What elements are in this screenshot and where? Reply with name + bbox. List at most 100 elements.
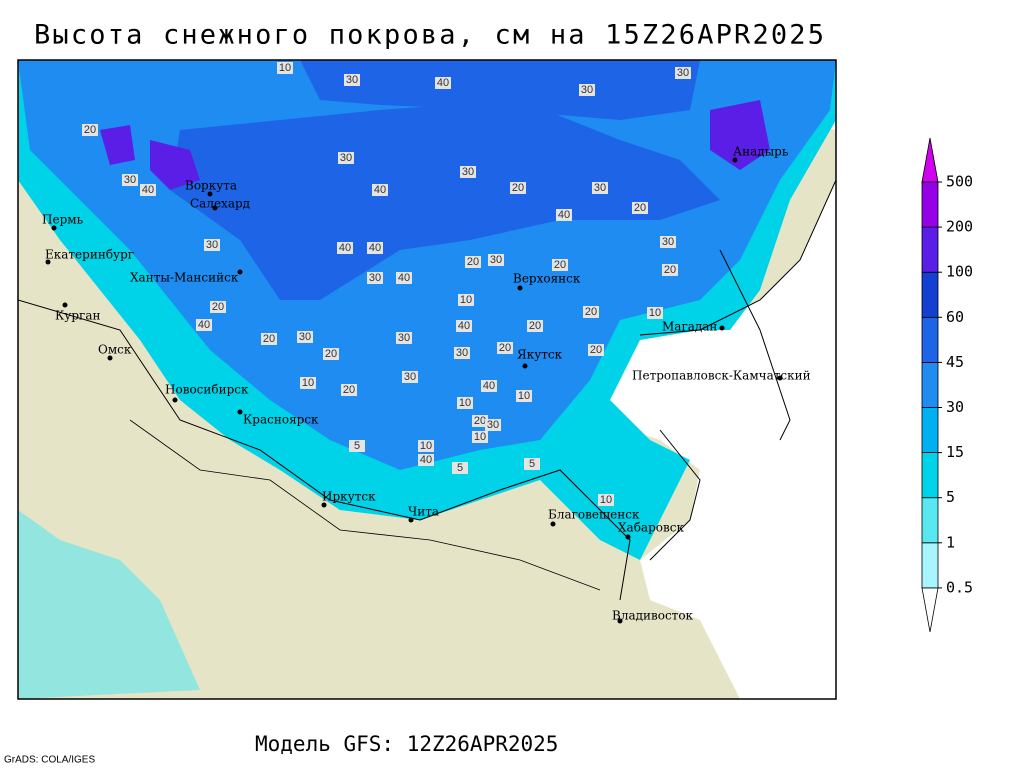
contour-label-box bbox=[367, 242, 383, 254]
contour-label-box bbox=[456, 320, 472, 332]
contour-label-box bbox=[472, 415, 488, 427]
colorbar-label: 200 bbox=[946, 218, 973, 236]
city-dot bbox=[51, 225, 57, 231]
city-dot bbox=[321, 502, 327, 508]
contour-label: 20 bbox=[212, 301, 224, 313]
contour-label-box bbox=[341, 384, 357, 396]
contour-label: 10 bbox=[459, 397, 471, 409]
city-label: Анадырь bbox=[733, 145, 789, 159]
contour-label-box bbox=[82, 124, 98, 136]
footer: Модель GFS: 12Z26APR2025 bbox=[255, 732, 558, 756]
city-label: Якутск bbox=[517, 348, 563, 362]
contour-label-box bbox=[662, 264, 678, 276]
city-label: Салехард bbox=[190, 197, 250, 211]
colorbar-label: 5 bbox=[946, 488, 955, 506]
contour-label: 20 bbox=[343, 384, 355, 396]
contour-label-box bbox=[556, 209, 572, 221]
city-label: Чита bbox=[408, 505, 439, 519]
contour-label-box bbox=[454, 347, 470, 359]
contour-label: 20 bbox=[634, 202, 646, 214]
contour-label-box bbox=[300, 377, 316, 389]
contour-label-box bbox=[592, 182, 608, 194]
contour-label: 20 bbox=[554, 259, 566, 271]
city-dot bbox=[550, 521, 556, 527]
city-label: Петропавловск-Камчатский bbox=[632, 369, 811, 383]
contour-label-box bbox=[396, 272, 412, 284]
contour-label-box bbox=[552, 259, 568, 271]
city-label: Воркута bbox=[185, 179, 237, 193]
contour-label-box bbox=[583, 306, 599, 318]
colorbar-segment bbox=[921, 137, 939, 183]
contour-label: 30 bbox=[404, 371, 416, 383]
city-dot bbox=[408, 517, 414, 523]
contour-label-box bbox=[396, 332, 412, 344]
contour-label: 30 bbox=[206, 239, 218, 251]
contour-label: 30 bbox=[662, 236, 674, 248]
contour-label-box bbox=[402, 371, 418, 383]
contour-label: 10 bbox=[600, 494, 612, 506]
contour-label-box bbox=[588, 344, 604, 356]
contour-label: 30 bbox=[462, 166, 474, 178]
city-label: Курган bbox=[55, 309, 100, 323]
contour-label: 10 bbox=[302, 377, 314, 389]
colorbar-label: 45 bbox=[946, 353, 964, 371]
contour-label: 40 bbox=[198, 319, 210, 331]
contour-label-box bbox=[372, 184, 388, 196]
map-frame bbox=[17, 59, 837, 700]
contour-label-box bbox=[418, 454, 434, 466]
contour-label-box bbox=[140, 184, 156, 196]
contour-label-box bbox=[598, 494, 614, 506]
colorbar-label: 60 bbox=[946, 308, 964, 326]
colorbar-label: 500 bbox=[946, 173, 973, 191]
city-label: Омск bbox=[98, 343, 132, 357]
colorbar-segment bbox=[921, 497, 939, 544]
contour-label: 10 bbox=[460, 294, 472, 306]
contour-label-box bbox=[337, 242, 353, 254]
contour-label: 30 bbox=[299, 331, 311, 343]
contour-label: 40 bbox=[398, 272, 410, 284]
colorbar-segment bbox=[921, 361, 939, 408]
contour-label: 30 bbox=[594, 182, 606, 194]
colorbar-label: 15 bbox=[946, 443, 964, 461]
contour-label-box bbox=[204, 239, 220, 251]
contour-label-box bbox=[485, 419, 501, 431]
contour-label: 30 bbox=[346, 74, 358, 86]
contour-label-box bbox=[277, 62, 293, 74]
contour-label: 20 bbox=[84, 124, 96, 136]
contour-label-box bbox=[323, 348, 339, 360]
contour-label: 40 bbox=[339, 242, 351, 254]
contour-label: 10 bbox=[420, 440, 432, 452]
contour-label: 40 bbox=[558, 209, 570, 221]
contour-label: 20 bbox=[529, 320, 541, 332]
city-label: Иркутск bbox=[322, 490, 376, 504]
city-dot bbox=[625, 534, 631, 540]
city-label: Красноярск bbox=[243, 413, 319, 427]
city-label: Благовещенск bbox=[548, 508, 640, 522]
contour-label: 40 bbox=[458, 320, 470, 332]
city-dot bbox=[719, 325, 725, 331]
title: Высота снежного покрова, см на 15Z26APR2… bbox=[34, 20, 824, 51]
contour-label: 20 bbox=[664, 264, 676, 276]
colorbar-segment bbox=[921, 316, 939, 363]
contour-label: 30 bbox=[581, 84, 593, 96]
contour-label: 30 bbox=[340, 152, 352, 164]
contour-label: 30 bbox=[398, 332, 410, 344]
contour-label: 40 bbox=[142, 184, 154, 196]
colorbar-label: 100 bbox=[946, 263, 973, 281]
contour-label-box bbox=[457, 397, 473, 409]
credit: GrADS: COLA/IGES bbox=[4, 755, 95, 766]
contour-label: 30 bbox=[369, 272, 381, 284]
city-dot bbox=[107, 355, 113, 361]
contour-label: 10 bbox=[474, 431, 486, 443]
contour-label-box bbox=[338, 152, 354, 164]
city-dot bbox=[237, 409, 243, 415]
city-label: Владивосток bbox=[612, 609, 694, 623]
city-dot bbox=[732, 157, 738, 163]
city-label: Пермь bbox=[42, 213, 84, 227]
contour-label: 40 bbox=[420, 454, 432, 466]
city-label: Магадан bbox=[662, 320, 717, 334]
contour-label: 20 bbox=[512, 182, 524, 194]
city-label: Верхоянск bbox=[513, 272, 581, 286]
colorbar-segment bbox=[921, 407, 939, 453]
contour-label-box bbox=[660, 236, 676, 248]
